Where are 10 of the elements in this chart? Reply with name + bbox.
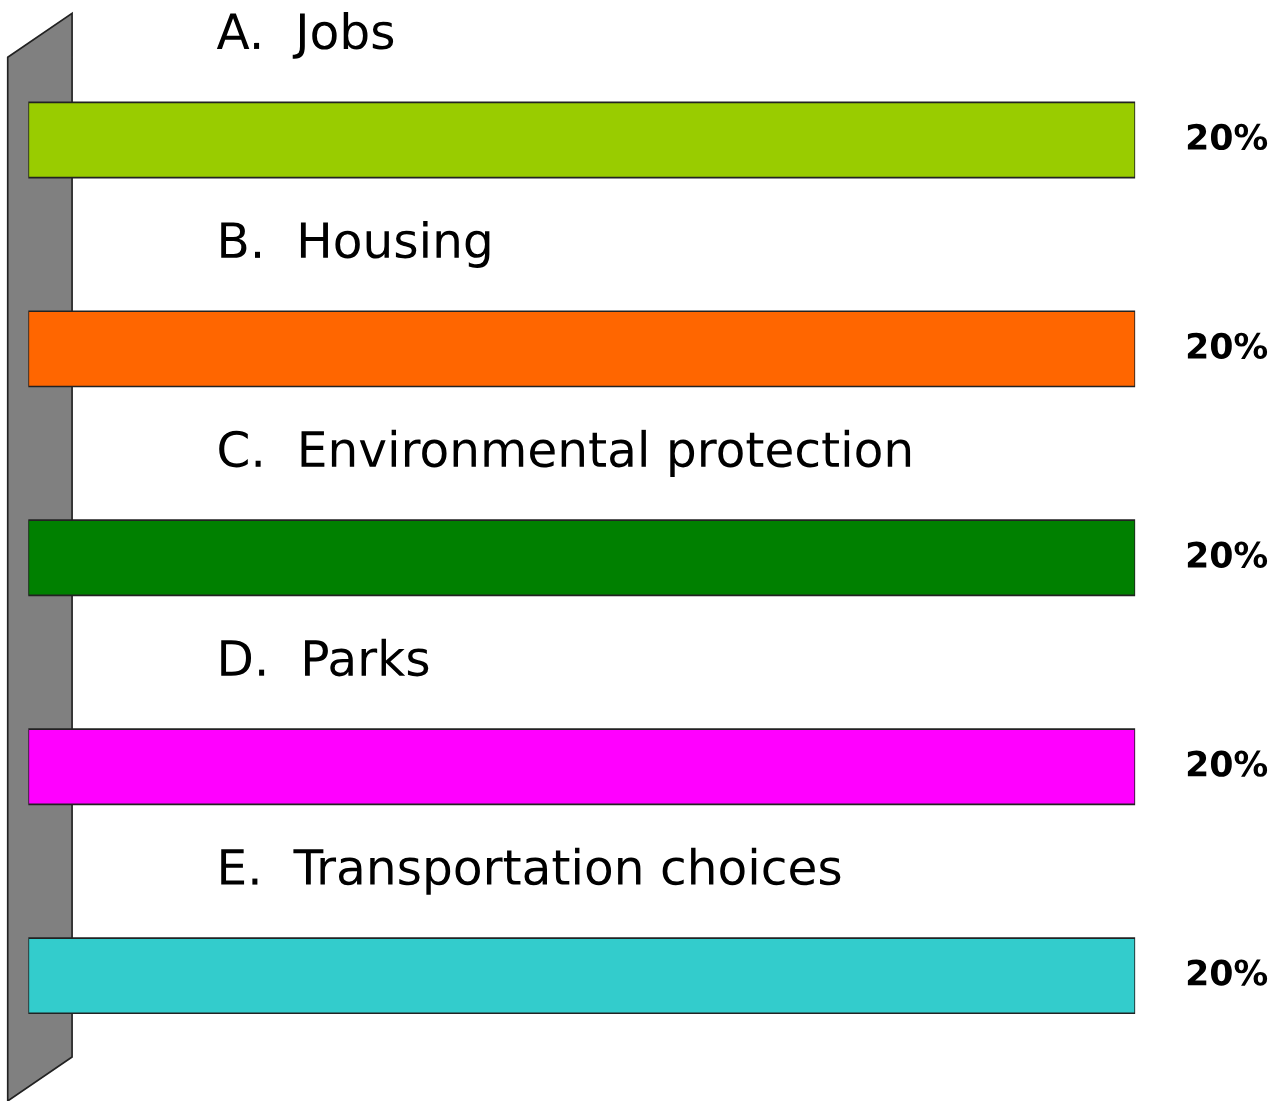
data-label: 20% — [1187, 750, 1268, 777]
data-label: 20% — [1187, 959, 1268, 986]
y-tick-label: D. Parks — [221, 638, 429, 677]
data-label: 20% — [1187, 332, 1268, 359]
y-tick-label: A. Jobs — [216, 11, 394, 59]
data-label: 20% — [1187, 541, 1268, 568]
y-tick-label: C. Environmental protection — [219, 429, 911, 477]
y-tick-label: E. Transportation choices — [221, 847, 841, 895]
data-label: 20% — [1187, 123, 1268, 151]
y-tick-label: B. Housing — [221, 220, 490, 268]
